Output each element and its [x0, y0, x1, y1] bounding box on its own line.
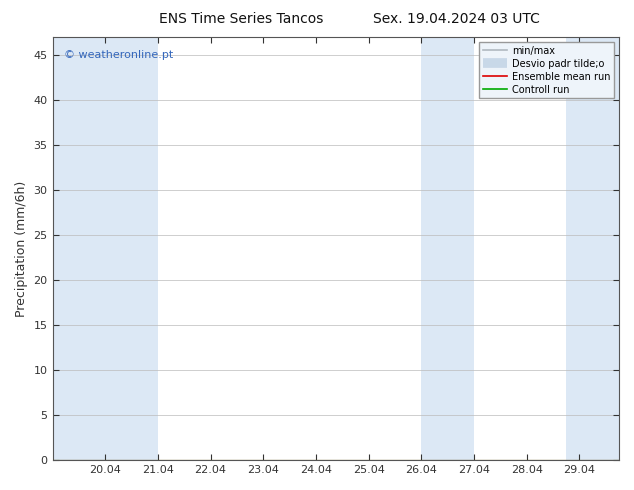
Bar	[53, 37, 105, 460]
Text: ENS Time Series Tancos: ENS Time Series Tancos	[158, 12, 323, 26]
Bar	[566, 37, 619, 460]
Y-axis label: Precipitation (mm/6h): Precipitation (mm/6h)	[15, 180, 28, 317]
Text: Sex. 19.04.2024 03 UTC: Sex. 19.04.2024 03 UTC	[373, 12, 540, 26]
Bar	[422, 37, 474, 460]
Legend: min/max, Desvio padr tilde;o, Ensemble mean run, Controll run: min/max, Desvio padr tilde;o, Ensemble m…	[479, 42, 614, 98]
Text: © weatheronline.pt: © weatheronline.pt	[64, 50, 173, 60]
Bar	[105, 37, 158, 460]
